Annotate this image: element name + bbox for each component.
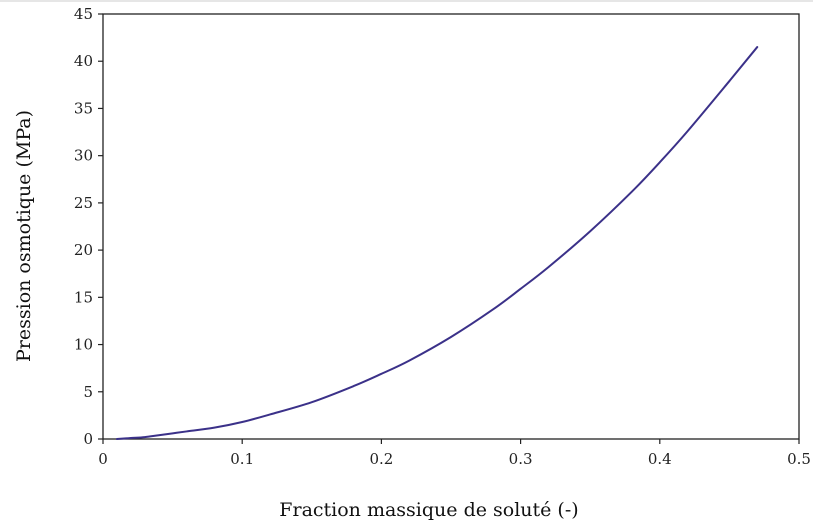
y-tick-label: 25 — [74, 194, 93, 212]
y-tick-label: 45 — [74, 5, 93, 23]
x-axis-label: Fraction massique de soluté (-) — [279, 499, 578, 521]
x-tick-label: 0.5 — [787, 450, 811, 468]
y-tick-label: 30 — [74, 147, 93, 165]
y-tick-label: 0 — [83, 430, 93, 448]
series-line-0 — [115, 46, 759, 440]
x-tick-label: 0 — [98, 450, 108, 468]
y-axis-label: Pression osmotique (MPa) — [13, 110, 35, 362]
x-tick-label: 0.2 — [369, 450, 393, 468]
y-tick-label: 10 — [74, 336, 93, 354]
y-tick-label: 20 — [74, 241, 93, 259]
top-rule — [0, 0, 813, 2]
y-tick-label: 40 — [74, 52, 93, 70]
x-tick-label: 0.3 — [509, 450, 533, 468]
y-tick-label: 35 — [74, 99, 93, 117]
x-tick-label: 0.4 — [648, 450, 672, 468]
y-tick-label: 15 — [74, 288, 93, 306]
y-tick-label: 5 — [83, 383, 93, 401]
x-tick-label: 0.1 — [230, 450, 254, 468]
plot-frame — [102, 13, 800, 440]
